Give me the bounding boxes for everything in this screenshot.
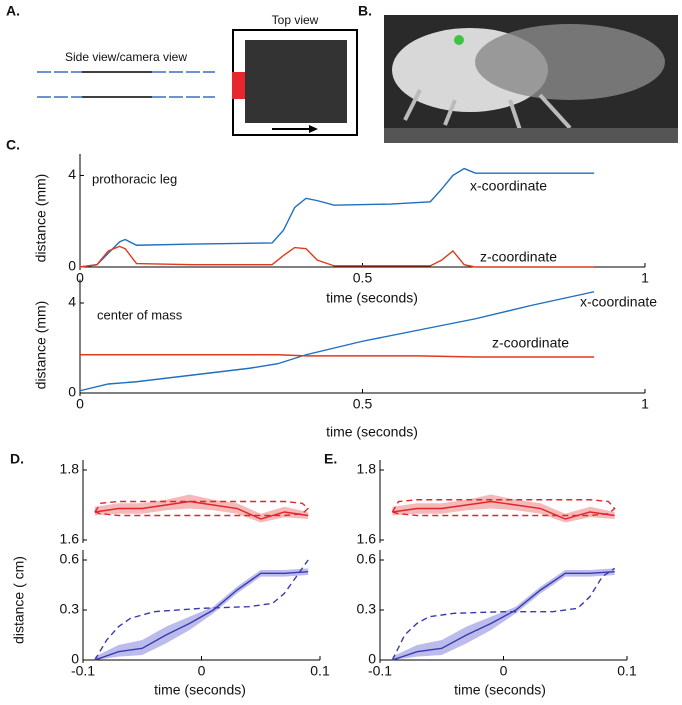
panel-label: A.	[6, 3, 20, 19]
panel-label: B.	[358, 3, 372, 19]
y-tick-label: 4	[68, 166, 76, 182]
y-tick-label: 0.6	[60, 551, 80, 567]
line	[79, 167, 595, 268]
error-band	[392, 568, 615, 660]
line	[80, 354, 595, 358]
side-view-label: Side view/camera view	[65, 50, 187, 64]
y-tick-label: 1.6	[357, 531, 377, 547]
annotation: prothoracic leg	[92, 171, 177, 186]
x-tick-label: 0.5	[353, 270, 373, 286]
side-view	[37, 71, 215, 98]
line	[392, 570, 615, 661]
series-label: x-coordinate	[580, 294, 657, 310]
x-tick-label: 1	[641, 396, 649, 412]
y-tick-label: 1.8	[357, 461, 377, 477]
line	[94, 570, 309, 661]
y-axis-label: distance (mm)	[33, 301, 49, 390]
y-tick-label: 0	[71, 651, 79, 667]
y-axis-label: distance (mm)	[33, 174, 49, 263]
line	[391, 567, 616, 661]
line	[79, 291, 595, 392]
error-band	[94, 568, 309, 660]
x-tick-label: 0.1	[617, 663, 637, 679]
series-label: z-coordinate	[492, 335, 569, 351]
x-tick-label: 0	[500, 663, 508, 679]
x-tick-label: 0.1	[310, 663, 330, 679]
line	[94, 559, 309, 661]
panel-label: C.	[6, 137, 20, 153]
x-tick-label: 0	[76, 270, 84, 286]
annotation: center of mass	[97, 307, 183, 322]
top-view	[232, 29, 358, 136]
top-view-label: Top view	[272, 13, 319, 27]
x-tick-label: -0.1	[368, 663, 392, 679]
x-tick-label: 0	[76, 396, 84, 412]
line	[94, 500, 310, 517]
line	[79, 245, 595, 268]
x-tick-label: -0.1	[71, 663, 95, 679]
y-tick-label: 0	[368, 651, 376, 667]
y-tick-label: 4	[68, 294, 76, 310]
y-tick-label: 0	[68, 384, 76, 400]
y-tick-label: 0.6	[357, 551, 377, 567]
series-label: z-coordinate	[480, 249, 557, 265]
x-axis-label: time (seconds)	[154, 682, 246, 698]
x-axis-label: time (seconds)	[326, 290, 418, 306]
panel-label: D.	[10, 451, 24, 467]
y-tick-label: 1.6	[60, 531, 80, 547]
y-tick-label: 0.3	[60, 601, 80, 617]
x-tick-label: 0	[198, 663, 206, 679]
fly-photo	[384, 15, 678, 143]
panel-label: E.	[324, 451, 337, 467]
y-tick-label: 0	[68, 258, 76, 274]
series-label: x-coordinate	[470, 178, 547, 194]
y-tick-label: 1.8	[60, 461, 80, 477]
line	[391, 499, 616, 517]
x-axis-label: time (seconds)	[454, 682, 546, 698]
x-axis-label: time (seconds)	[326, 424, 418, 440]
error-band	[392, 494, 615, 523]
x-tick-label: 0.5	[353, 396, 373, 412]
y-axis-label: distance ( cm)	[11, 556, 27, 644]
line	[94, 500, 309, 520]
y-tick-label: 0.3	[357, 601, 377, 617]
x-tick-label: 1	[641, 270, 649, 286]
